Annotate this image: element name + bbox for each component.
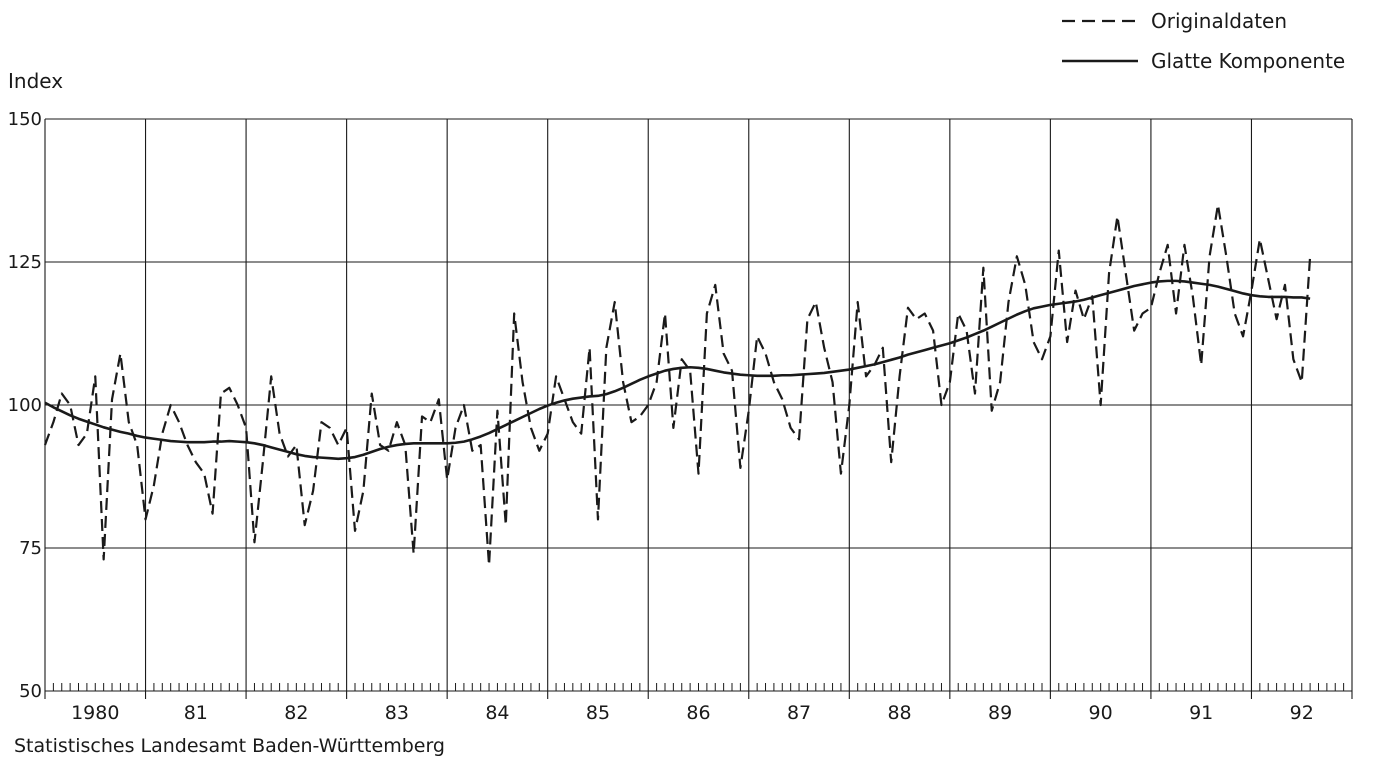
axes: 50 75 100 125 150 1980 81 82 83 84 85 86 87 88 89 90 91 9…: [8, 109, 1345, 724]
x-tick-label-83: 83: [385, 702, 409, 724]
x-tick-label-87: 87: [787, 702, 811, 724]
x-tick-label-92: 92: [1290, 702, 1314, 724]
x-tick-label-88: 88: [887, 702, 911, 724]
x-tick-label-84: 84: [485, 702, 509, 724]
y-axis-label: Index: [8, 69, 63, 93]
series-group: [43, 203, 1312, 567]
y-tick-label-100: 100: [8, 395, 42, 416]
legend-label-glatte-komponente: Glatte Komponente: [1151, 49, 1345, 73]
x-tick-label-82: 82: [284, 702, 308, 724]
grid: [44, 118, 1353, 699]
y-tick-label-125: 125: [8, 252, 42, 273]
x-tick-label-91: 91: [1189, 702, 1213, 724]
x-tick-label-81: 81: [184, 702, 208, 724]
x-tick-label-85: 85: [586, 702, 610, 724]
legend: Originaldaten Glatte Komponente: [1062, 9, 1345, 73]
series-line-glatte-komponente: [44, 279, 1311, 461]
x-tick-label-89: 89: [988, 702, 1012, 724]
x-tick-label-1980: 1980: [71, 702, 119, 724]
y-tick-label-50: 50: [19, 681, 42, 702]
source-note: Statistisches Landesamt Baden-Württember…: [14, 735, 445, 757]
y-tick-label-150: 150: [8, 109, 42, 130]
x-tick-label-90: 90: [1089, 702, 1113, 724]
series-line-originaldaten: [43, 203, 1312, 567]
x-tick-label-86: 86: [686, 702, 710, 724]
y-tick-label-75: 75: [19, 538, 42, 559]
legend-label-originaldaten: Originaldaten: [1151, 9, 1287, 33]
